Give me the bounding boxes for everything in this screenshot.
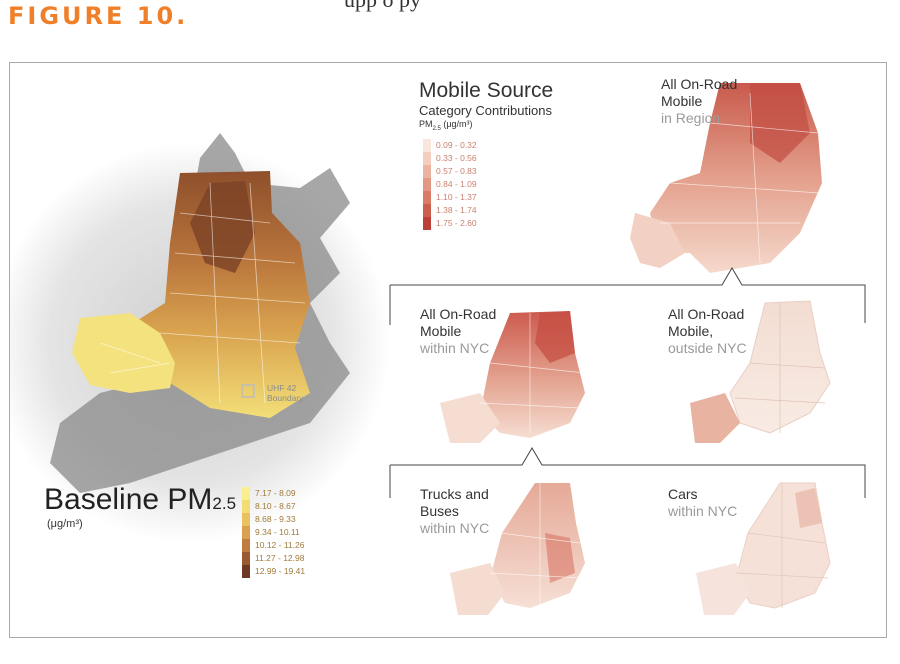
legend-swatch xyxy=(242,526,250,539)
legend-swatch xyxy=(242,552,250,565)
uhf-label-line2: Boundary xyxy=(267,393,304,403)
outside-nyc-label-line1: All On-Road xyxy=(668,306,745,322)
within-nyc-map xyxy=(440,311,586,443)
clipped-body-text: upp o py xyxy=(344,0,421,13)
figure-label: FIGURE 10. xyxy=(8,2,189,30)
legend-label: 11.27 - 12.98 xyxy=(255,553,305,563)
legend-label: 1.75 - 2.60 xyxy=(436,218,477,228)
legend-label: 1.10 - 1.37 xyxy=(436,192,477,202)
trucks-map xyxy=(450,483,585,615)
legend-label: 0.57 - 0.83 xyxy=(436,166,477,176)
region-label-line3: in Region xyxy=(661,110,721,126)
baseline-title-main: Baseline PM xyxy=(44,483,213,516)
outside-nyc-label-line2: Mobile, xyxy=(668,323,714,339)
mobile-title: Mobile Source xyxy=(419,79,554,102)
mobile-subtitle: Category Contributions xyxy=(419,103,552,118)
within-nyc-label-line3: within NYC xyxy=(420,340,490,356)
uhf-boundary-swatch xyxy=(241,384,255,398)
baseline-title-sub: 2.5 xyxy=(212,494,237,513)
legend-swatch xyxy=(423,165,431,178)
legend-swatch xyxy=(423,152,431,165)
within-nyc-staten xyxy=(440,393,500,443)
legend-swatch xyxy=(242,565,250,578)
legend-swatch xyxy=(423,204,431,217)
legend-swatch xyxy=(242,513,250,526)
legend-label: 9.34 - 10.11 xyxy=(255,527,300,537)
legend-label: 0.33 - 0.56 xyxy=(436,153,477,163)
region-staten xyxy=(630,213,685,268)
cars-staten xyxy=(696,563,750,615)
legend-label: 0.09 - 0.32 xyxy=(436,140,477,150)
bronx-high xyxy=(190,181,255,273)
trucks-label-line1: Trucks and xyxy=(420,486,489,502)
outside-nyc-staten xyxy=(690,393,740,443)
region-label-line2: Mobile xyxy=(661,93,703,109)
mobile-unit-main: PM xyxy=(419,119,433,129)
trucks-label-line3: within NYC xyxy=(420,520,490,536)
trucks-label-line2: Buses xyxy=(420,503,459,519)
legend-label: 10.12 - 11.26 xyxy=(255,540,305,550)
within-nyc-label-line2: Mobile xyxy=(420,323,462,339)
legend-swatch xyxy=(242,487,250,500)
connector-bracket-1 xyxy=(390,267,866,323)
region-label-line1: All On-Road xyxy=(661,76,738,92)
connector-bracket-2 xyxy=(390,447,866,498)
legend-swatch xyxy=(423,191,431,204)
legend-swatch xyxy=(242,500,250,513)
region-map xyxy=(630,83,822,273)
legend-label: 8.10 - 8.67 xyxy=(255,501,296,511)
legend-label: 7.17 - 8.09 xyxy=(255,488,296,498)
cars-label-line1: Cars xyxy=(668,486,698,502)
baseline-map xyxy=(10,133,390,543)
uhf-label-line1: UHF 42 xyxy=(267,383,297,393)
staten-island xyxy=(72,313,175,393)
region-high xyxy=(750,83,810,163)
legend-label: 12.99 - 19.41 xyxy=(255,566,306,576)
figure-panel: All On-Road Mobile in Region Mobile Sour… xyxy=(9,62,887,638)
outside-nyc-label-line3: outside NYC xyxy=(668,340,747,356)
baseline-unit: (μg/m³) xyxy=(47,518,83,530)
legend-label: 8.68 - 9.33 xyxy=(255,514,296,524)
cars-label-line2: within NYC xyxy=(668,503,738,519)
figure-graphics xyxy=(10,83,866,615)
mobile-unit-rest: (μg/m³) xyxy=(440,119,473,129)
legend-label: 0.84 - 1.09 xyxy=(436,179,477,189)
baseline-title: Baseline PM2.5 xyxy=(44,483,236,517)
legend-swatch xyxy=(423,139,431,152)
mobile-unit-sub: 2.5 xyxy=(432,125,441,132)
mobile-unit: PM2.5 (μg/m³) xyxy=(419,119,473,132)
legend-label: 1.38 - 1.74 xyxy=(436,205,477,215)
uhf-boundaries xyxy=(99,182,306,404)
legend-swatch xyxy=(423,178,431,191)
outside-nyc-map xyxy=(690,300,831,443)
legend-swatch xyxy=(423,217,431,230)
cars-map xyxy=(696,482,831,615)
within-nyc-label-line1: All On-Road xyxy=(420,306,497,322)
legend-swatch xyxy=(242,539,250,552)
trucks-staten xyxy=(450,563,505,615)
